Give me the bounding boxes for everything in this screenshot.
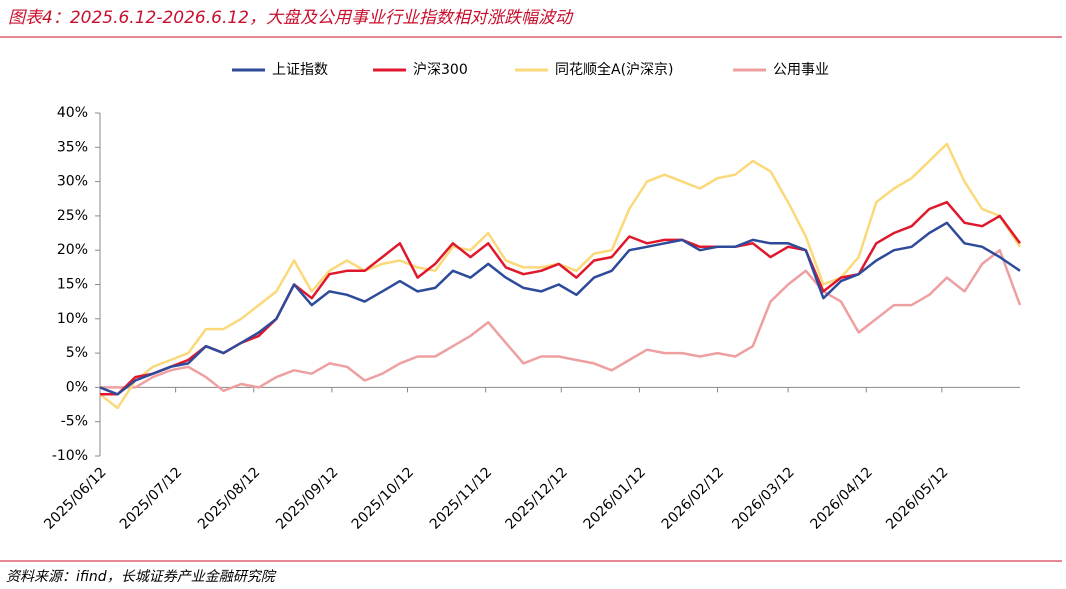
x-tick-label: 2026/01/12 [581,464,649,532]
chart-title: 图表4：2025.6.12-2026.6.12，大盘及公用事业行业指数相对涨跌幅… [8,8,574,28]
x-tick-label: 2025/07/12 [117,464,185,532]
y-tick-label: 10% [57,311,88,327]
x-tick-label: 2026/03/12 [729,464,797,532]
y-tick-label: 35% [57,139,88,155]
y-tick-label: 5% [66,345,88,361]
series-line [99,221,1021,396]
source-note: 资料来源：ifind，长城证券产业金融研究院 [6,569,277,585]
legend-label: 公用事业 [773,62,829,78]
y-tick-label: 30% [57,174,88,190]
legend-label: 上证指数 [272,62,328,78]
x-tick-label: 2025/09/12 [273,464,341,532]
legend-label: 沪深300 [413,62,468,78]
y-tick-label: 40% [57,105,88,121]
x-tick-label: 2025/06/12 [41,464,109,532]
x-tick-label: 2026/02/12 [659,464,727,532]
x-tick-label: 2025/08/12 [195,464,263,532]
y-tick-label: -5% [61,414,88,430]
x-tick-label: 2026/05/12 [883,464,951,532]
series-line [100,200,1022,396]
x-tick-label: 2026/04/12 [808,464,876,532]
x-tick-label: 2025/10/12 [349,464,417,532]
y-tick-label: 20% [57,242,88,258]
series-line [100,248,1022,393]
y-tick-label: 0% [66,379,88,395]
y-tick-label: -10% [52,448,88,464]
x-tick-label: 2025/12/12 [503,464,571,532]
x-tick-label: 2025/11/12 [427,464,495,532]
legend-label: 同花顺全A(沪深京) [555,61,674,78]
series-line [99,142,1022,410]
y-tick-label: 15% [57,277,88,293]
y-tick-label: 25% [57,208,88,224]
